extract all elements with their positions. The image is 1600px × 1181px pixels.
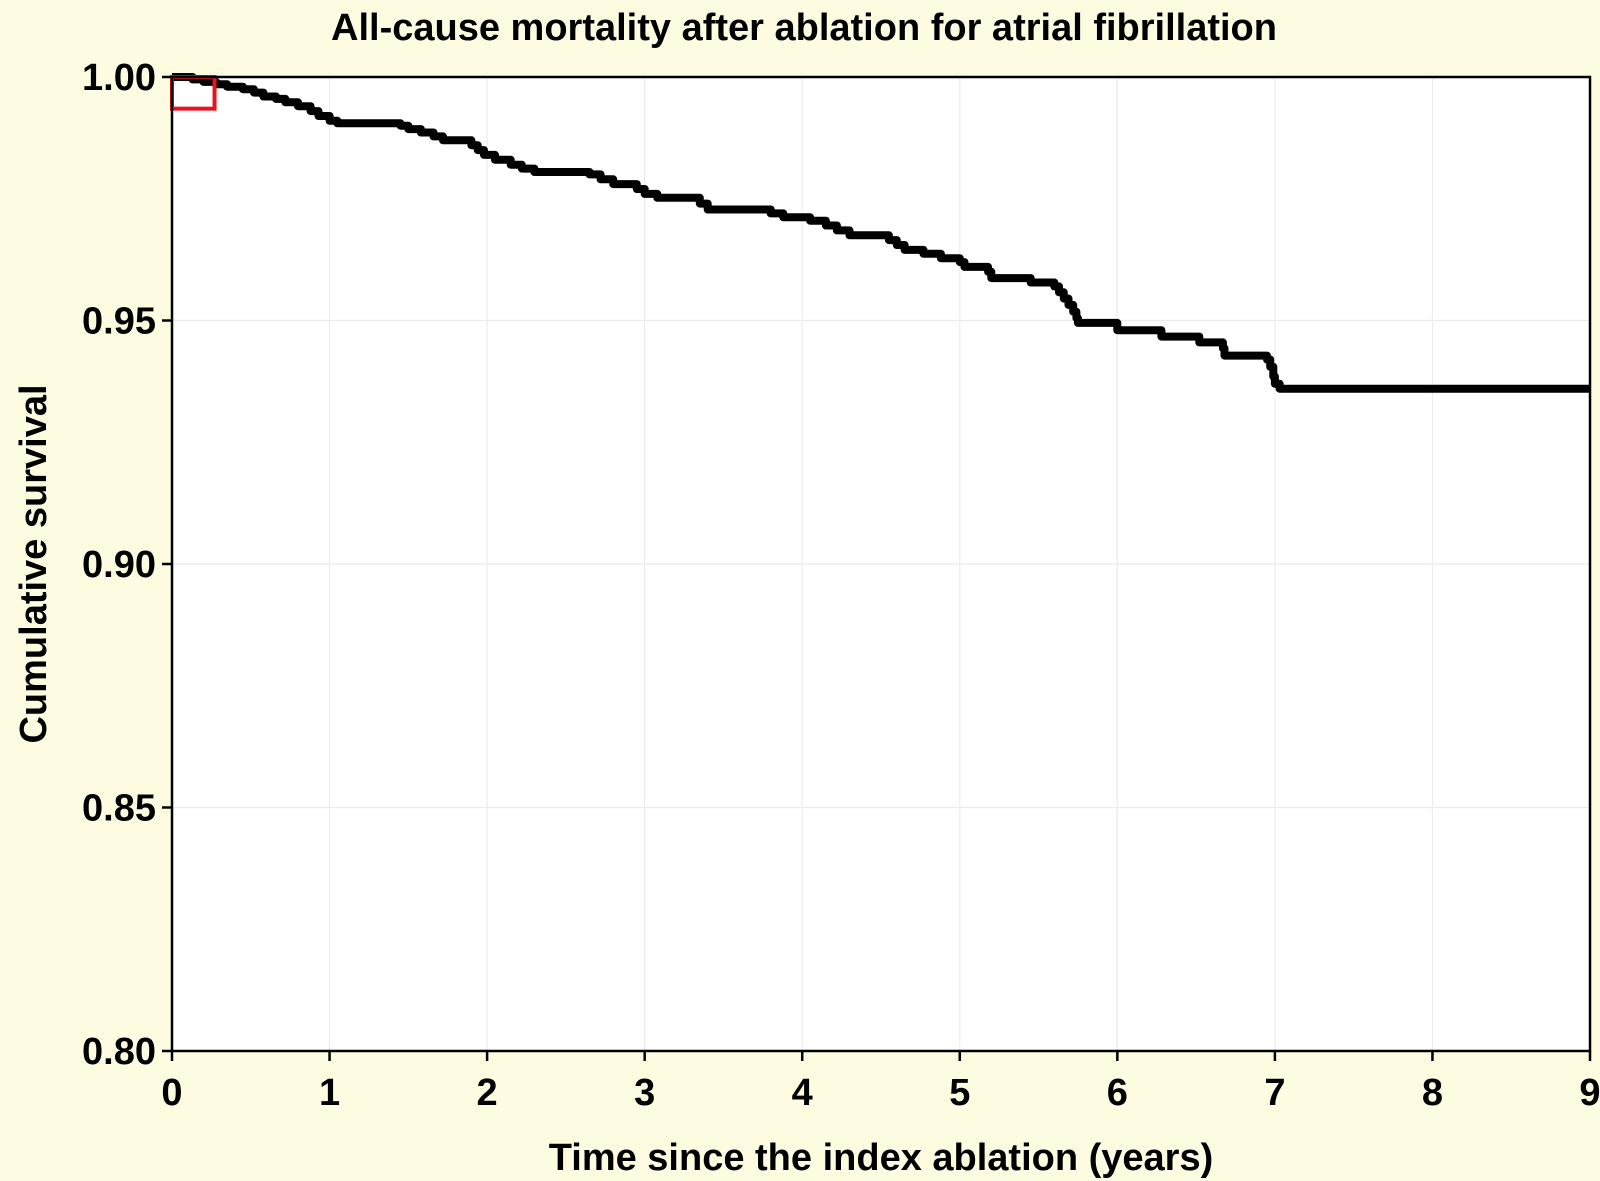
y-tick-label: 1.00 [82,57,156,99]
chart-title: All-cause mortality after ablation for a… [331,7,1277,49]
grid-lines [172,77,1590,1051]
x-tick-label: 4 [792,1072,813,1114]
x-tick-label: 0 [161,1072,182,1114]
x-tick-label: 2 [477,1072,498,1114]
x-tick-label: 3 [634,1072,655,1114]
x-tick-label: 8 [1422,1072,1443,1114]
y-tick-label: 0.95 [82,301,156,343]
x-tick-label: 5 [949,1072,970,1114]
y-axis-label: Cumulative survival [13,384,55,743]
y-tick-label: 0.80 [82,1031,156,1073]
x-tick-label: 9 [1579,1072,1600,1114]
x-axis-label: Time since the index ablation (years) [549,1137,1214,1179]
y-tick-label: 0.90 [82,544,156,586]
x-tick-label: 7 [1264,1072,1285,1114]
x-tick-label: 1 [319,1072,340,1114]
x-axis: 0 1 2 3 4 5 6 7 8 9 [161,1051,1600,1114]
y-tick-label: 0.85 [82,788,156,830]
x-tick-label: 6 [1107,1072,1128,1114]
y-axis: 0.80 0.85 0.90 0.95 1.00 [82,57,172,1073]
survival-curve [172,73,1590,393]
